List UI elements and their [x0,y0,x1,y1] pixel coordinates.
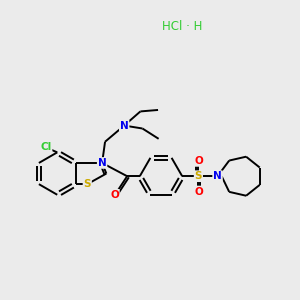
Text: O: O [110,190,119,200]
Text: N: N [98,158,106,168]
Text: O: O [194,156,203,166]
Text: O: O [194,187,203,196]
Text: HCl · H: HCl · H [162,20,202,33]
Text: Cl: Cl [40,142,52,152]
Text: S: S [83,179,91,189]
Text: N: N [120,121,129,130]
Text: S: S [195,171,202,181]
Text: N: N [213,171,222,181]
